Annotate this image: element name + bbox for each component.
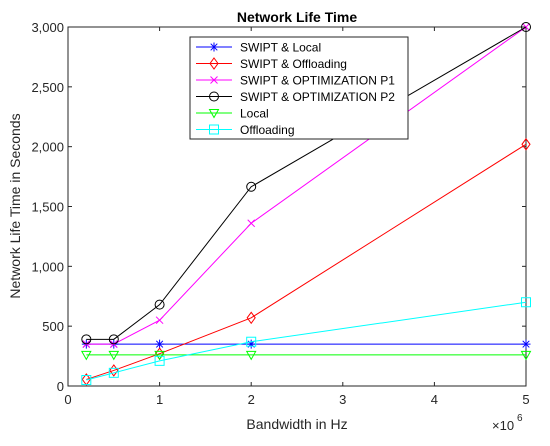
- data-point-stroke: [155, 340, 164, 348]
- y-tick-label: 2,500: [31, 80, 64, 95]
- data-point: [209, 57, 219, 70]
- legend-label: Offloading: [240, 123, 295, 137]
- data-point: [154, 355, 165, 366]
- data-point: [520, 350, 532, 361]
- data-point-stroke: [210, 43, 218, 51]
- data-point: [108, 334, 119, 345]
- y-tick-label: 1,000: [31, 259, 64, 274]
- y-tick-label: 3,000: [31, 20, 64, 35]
- data-point: [209, 124, 219, 135]
- legend-entry: Local: [196, 107, 269, 121]
- data-point: [209, 91, 219, 102]
- data-point: [81, 375, 92, 386]
- legend-label: SWIPT & Local: [240, 41, 321, 55]
- legend-label: SWIPT & OPTIMIZATION P2: [240, 90, 395, 104]
- data-point-stroke: [210, 76, 218, 84]
- series-local: [80, 350, 532, 361]
- data-point: [246, 181, 257, 192]
- data-point: [80, 350, 92, 361]
- y-axis-label: Network Life Time in Seconds: [7, 113, 23, 298]
- series-line: [86, 143, 527, 380]
- data-point: [521, 339, 531, 349]
- data-point: [209, 42, 219, 52]
- x-multiplier-exponent: 6: [517, 413, 523, 424]
- data-point-stroke: [247, 219, 256, 228]
- legend-box: [189, 36, 409, 140]
- data-point: [521, 137, 531, 151]
- data-point: [521, 297, 531, 308]
- data-point: [246, 311, 256, 325]
- chart-title: Network Life Time: [237, 9, 358, 25]
- x-tick-label: 2: [248, 392, 255, 407]
- data-point: [247, 219, 256, 228]
- data-point: [154, 350, 165, 361]
- legend-label: Local: [240, 107, 269, 121]
- x-axis-label: Bandwidth in Hz: [246, 416, 347, 432]
- legend-entry: SWIPT & OPTIMIZATION P1: [196, 74, 395, 88]
- x-multiplier-base: ×10: [492, 418, 514, 433]
- x-tick-label: 0: [64, 392, 71, 407]
- x-tick-label: 1: [156, 392, 163, 407]
- legend: SWIPT & Local SWIPT & Offloading SWIPT & O…: [189, 36, 409, 140]
- legend-entry: Offloading: [196, 123, 295, 137]
- data-point: [154, 299, 165, 310]
- data-point: [246, 336, 257, 347]
- data-point: [81, 334, 92, 345]
- data-point: [208, 109, 220, 119]
- legend-entry: SWIPT & OPTIMIZATION P2: [196, 90, 395, 104]
- data-point: [155, 316, 164, 325]
- x-axis-ticks: 0 1 2 3 4 5: [64, 27, 530, 407]
- series-layer: [80, 22, 532, 386]
- data-point: [155, 339, 165, 349]
- legend-label: SWIPT & Offloading: [240, 57, 347, 71]
- data-point: [210, 76, 218, 84]
- x-tick-label: 5: [522, 392, 529, 407]
- y-tick-label: 2,000: [31, 140, 64, 155]
- data-point: [108, 350, 120, 361]
- data-point: [245, 350, 257, 361]
- data-point-stroke: [155, 316, 164, 325]
- legend-entry: SWIPT & Offloading: [196, 57, 347, 71]
- y-tick-label: 500: [42, 319, 64, 334]
- x-axis-multiplier: ×10 6: [492, 413, 523, 433]
- data-point: [108, 367, 119, 378]
- y-axis-ticks: 0 500 1,000 1,500 2,000 2,500 3,000: [31, 20, 526, 394]
- data-point-stroke: [522, 340, 530, 348]
- legend-label: SWIPT & OPTIMIZATION P1: [240, 74, 395, 88]
- y-tick-label: 0: [57, 379, 64, 394]
- legend-entry: SWIPT & Local: [196, 41, 321, 55]
- series-offloading: [81, 297, 531, 386]
- data-point: [521, 22, 531, 32]
- y-tick-label: 1,500: [31, 200, 64, 215]
- x-tick-label: 3: [339, 392, 346, 407]
- x-tick-label: 4: [431, 392, 438, 407]
- series-line: [86, 301, 527, 381]
